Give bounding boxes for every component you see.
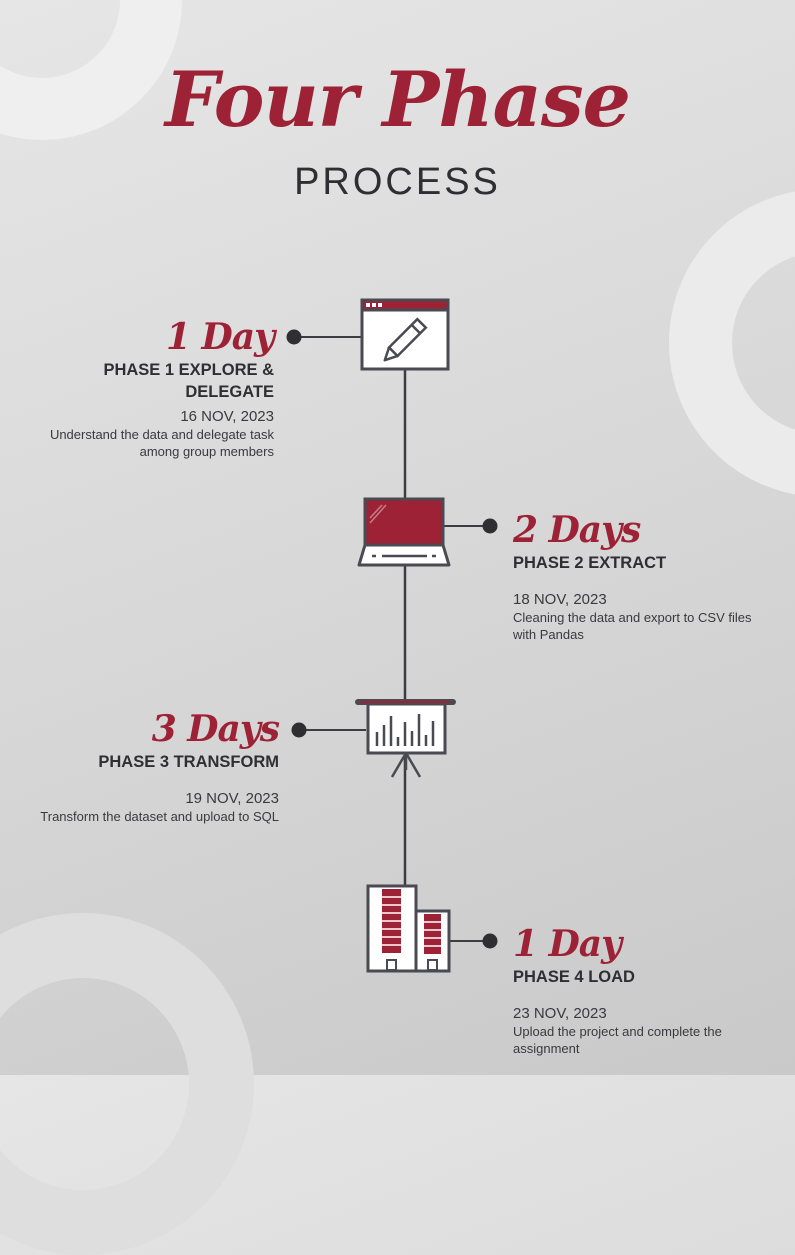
phase-name-line2: DELEGATE xyxy=(185,383,274,401)
phase-description-line2: among group members xyxy=(139,444,274,459)
phase-date: 16 NOV, 2023 xyxy=(180,408,274,425)
phase-3: 3 Days PHASE 3 TRANSFORM 19 NOV, 2023 Tr… xyxy=(20,707,280,825)
phase-name: PHASE 1 EXPLORE & xyxy=(103,361,274,379)
page-title: Four Phase xyxy=(164,55,631,144)
phase-description: Transform the dataset and upload to SQL xyxy=(40,809,279,824)
phase-date: 19 NOV, 2023 xyxy=(185,790,279,807)
browser-pencil-icon xyxy=(360,298,450,371)
connector-phase-3 xyxy=(291,722,366,738)
phase-description-line2: assignment xyxy=(513,1041,580,1056)
phase-description: Cleaning the data and export to CSV file… xyxy=(513,610,752,625)
connector-phase-2 xyxy=(444,518,498,534)
phase-duration: 1 Day xyxy=(513,923,622,965)
phase-description-line2: with Pandas xyxy=(513,627,584,642)
laptop-icon xyxy=(357,497,451,567)
phase-name: PHASE 3 TRANSFORM xyxy=(98,753,279,771)
server-icon xyxy=(366,884,451,973)
phase-duration: 2 Days xyxy=(513,509,641,551)
phase-description: Understand the data and delegate task xyxy=(49,427,274,442)
page-subtitle: PROCESS xyxy=(294,161,501,203)
connector-phase-1 xyxy=(286,329,362,345)
phase-description: Upload the project and complete the xyxy=(513,1024,722,1039)
phase-1: 1 Day PHASE 1 EXPLORE & DELEGATE 16 NOV,… xyxy=(20,315,275,460)
phase-date: 18 NOV, 2023 xyxy=(513,591,607,608)
phase-2: 2 Days PHASE 2 EXTRACT 18 NOV, 2023 Clea… xyxy=(513,508,783,643)
presentation-chart-icon xyxy=(355,699,456,778)
phase-duration: 3 Days xyxy=(151,708,280,750)
phase-date: 23 NOV, 2023 xyxy=(513,1005,607,1022)
phase-duration: 1 Day xyxy=(165,316,275,358)
phase-name: PHASE 4 LOAD xyxy=(513,968,635,986)
timeline-diagram xyxy=(286,298,498,973)
phase-4: 1 Day PHASE 4 LOAD 23 NOV, 2023 Upload t… xyxy=(513,922,783,1057)
phase-name: PHASE 2 EXTRACT xyxy=(513,554,667,572)
